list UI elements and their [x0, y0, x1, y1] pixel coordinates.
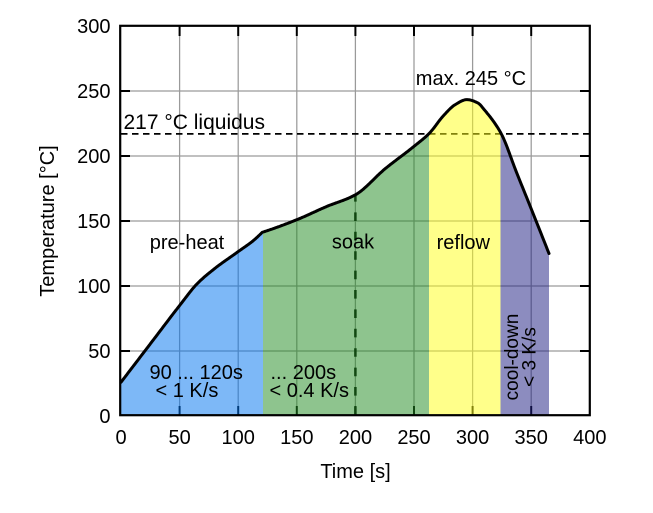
- svg-text:100: 100: [222, 427, 255, 449]
- svg-text:350: 350: [515, 427, 548, 449]
- svg-text:50: 50: [88, 341, 110, 363]
- svg-text:200: 200: [77, 146, 110, 168]
- svg-text:50: 50: [168, 427, 190, 449]
- svg-text:217 °C liquidus: 217 °C liquidus: [124, 111, 265, 134]
- svg-text:< 1 K/s: < 1 K/s: [156, 380, 219, 402]
- svg-text:soak: soak: [332, 232, 375, 254]
- svg-text:reflow: reflow: [437, 232, 491, 254]
- svg-text:0: 0: [99, 406, 110, 428]
- svg-text:pre-heat: pre-heat: [150, 232, 225, 254]
- svg-text:Time [s]: Time [s]: [320, 461, 390, 483]
- svg-text:300: 300: [456, 427, 489, 449]
- svg-text:100: 100: [77, 276, 110, 298]
- svg-text:400: 400: [573, 427, 606, 449]
- svg-text:150: 150: [280, 427, 313, 449]
- svg-text:0: 0: [115, 427, 126, 449]
- svg-text:250: 250: [77, 81, 110, 103]
- svg-text:200: 200: [339, 427, 372, 449]
- svg-text:Temperature [°C]: Temperature [°C]: [37, 145, 59, 296]
- svg-text:< 3 K/s: < 3 K/s: [520, 327, 541, 387]
- svg-text:300: 300: [77, 16, 110, 38]
- svg-text:250: 250: [397, 427, 430, 449]
- svg-text:cool-down: cool-down: [502, 314, 523, 401]
- svg-text:90 ... 120s: 90 ... 120s: [150, 362, 243, 384]
- svg-text:... 200s: ... 200s: [271, 362, 337, 384]
- svg-text:max. 245 °C: max. 245 °C: [416, 68, 526, 90]
- svg-text:150: 150: [77, 211, 110, 233]
- svg-text:< 0.4 K/s: < 0.4 K/s: [270, 380, 350, 402]
